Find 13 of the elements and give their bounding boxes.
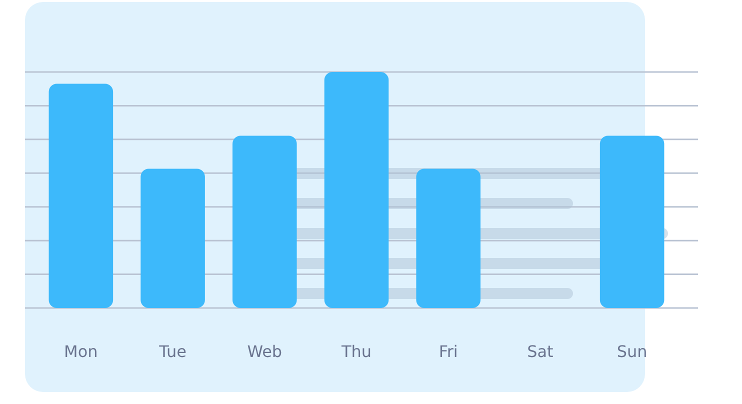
x-tick-label: Sun xyxy=(616,342,648,361)
bar xyxy=(416,168,481,308)
x-tick-label: Sat xyxy=(527,342,554,361)
x-tick-label: Tue xyxy=(158,342,186,361)
bar xyxy=(600,136,664,308)
bar xyxy=(48,84,114,308)
x-tick-label: Thu xyxy=(340,342,372,361)
bar xyxy=(324,72,389,308)
x-tick-label: Mon xyxy=(64,342,98,361)
x-tick-label: Fri xyxy=(438,342,458,361)
x-tick-label: Web xyxy=(247,342,282,361)
bar xyxy=(140,168,205,308)
bar xyxy=(232,136,297,308)
